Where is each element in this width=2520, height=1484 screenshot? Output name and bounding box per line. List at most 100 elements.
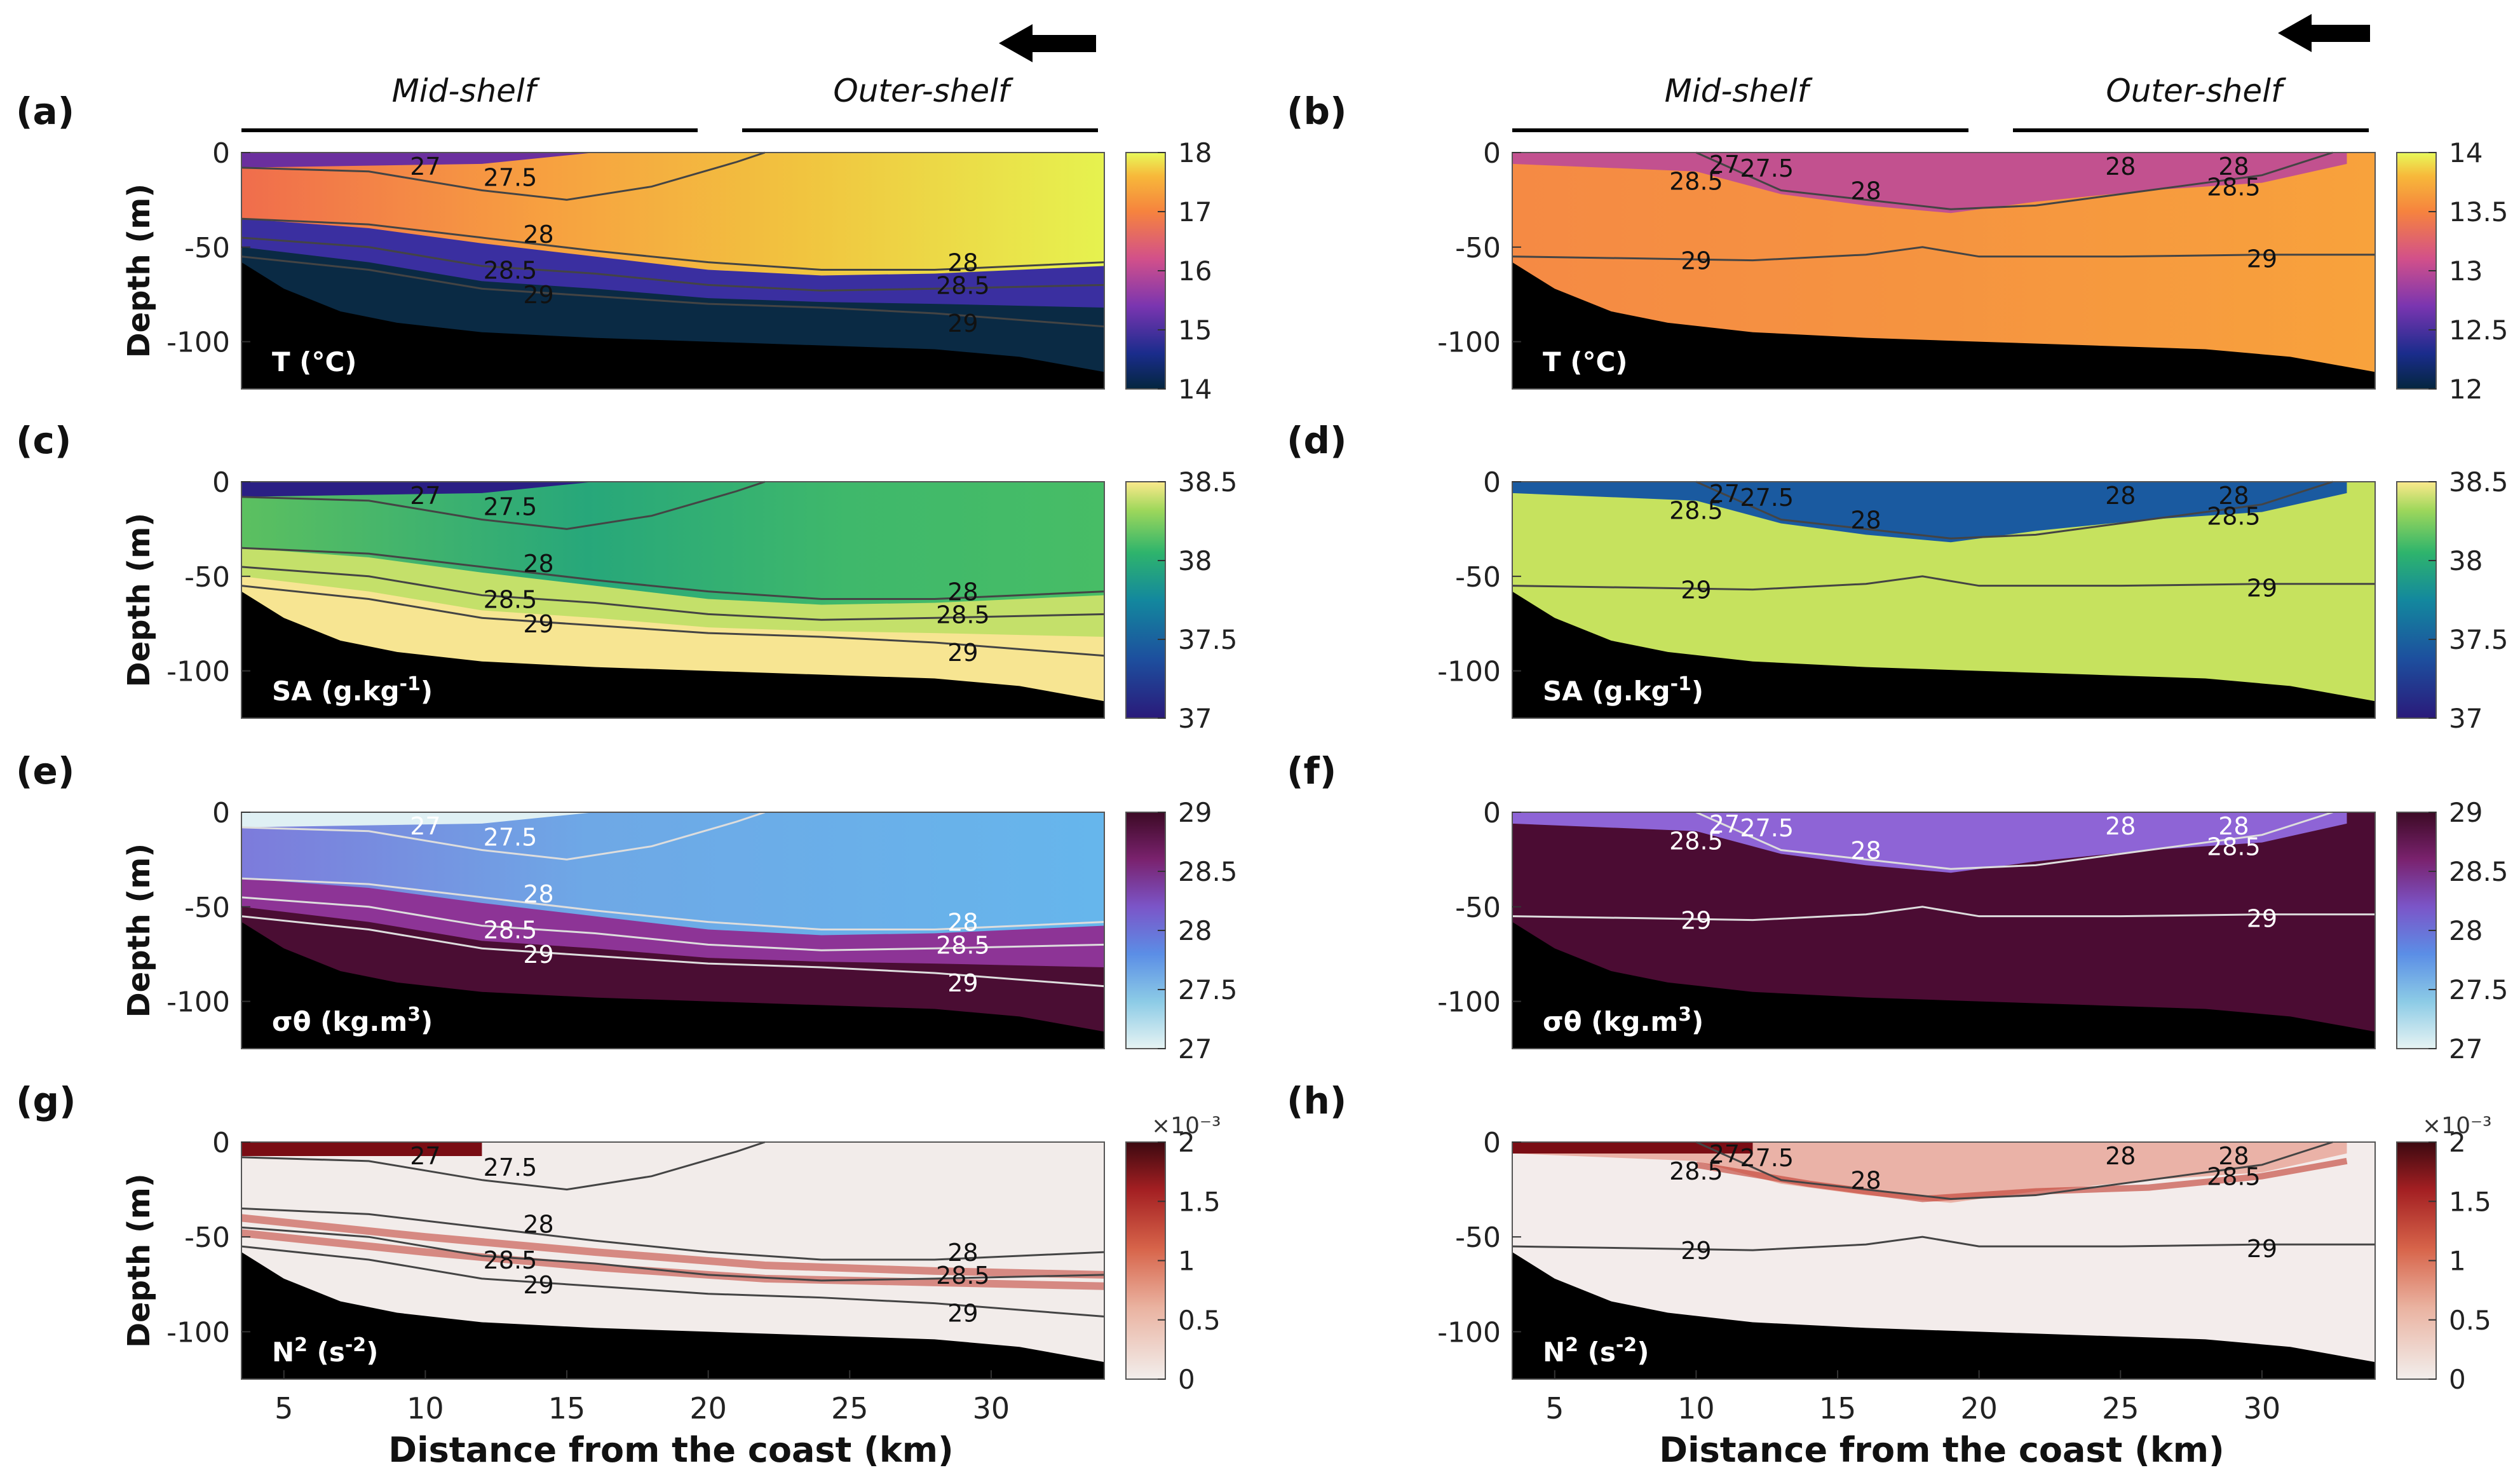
axes-frame <box>241 812 1105 1049</box>
contour-line <box>241 1226 1105 1282</box>
contour-label: 28 <box>523 221 553 248</box>
y-axis-title: Depth (m) <box>121 184 157 358</box>
contour-line <box>1695 151 2333 210</box>
colorbar-tick-label: 15 <box>1178 315 1212 346</box>
axes-frame <box>1512 812 2376 1049</box>
contour-label: 28.5 <box>1669 1157 1723 1185</box>
surface-layer <box>241 482 595 497</box>
y-tick-label: -100 <box>166 656 230 688</box>
y-axis-title: Depth (m) <box>121 513 157 687</box>
contour-label: 28.5 <box>2207 503 2261 531</box>
axes-frame <box>1512 152 2376 390</box>
region-header-right: Mid-shelf Outer-shelf <box>1512 14 2370 132</box>
y-tick-label: -50 <box>184 892 230 924</box>
contour-line <box>241 896 1105 951</box>
y-tick-label: 0 <box>212 137 230 170</box>
colorbar-tick-label: 1 <box>2449 1246 2466 1277</box>
colorbar-tick-label: 14 <box>1178 374 1212 405</box>
contour-line <box>241 1245 1105 1318</box>
contour-line <box>1695 811 2333 870</box>
colorbar-tick-label: 13 <box>2449 255 2483 287</box>
y-tick-label: -50 <box>184 232 230 264</box>
variable-label-sup: 2 <box>1565 1334 1578 1356</box>
colorbar-tick-label: 27 <box>1178 1033 1212 1065</box>
contour-line <box>241 877 1105 931</box>
colorbar <box>1125 481 1166 719</box>
colorbar-tick-label: 2 <box>1178 1127 1195 1158</box>
bathymetry-land <box>1512 1252 2375 1379</box>
colorbar-tick-label: 37.5 <box>2449 624 2509 655</box>
contour-line <box>241 547 1105 601</box>
contour-label: 28.5 <box>1669 827 1723 855</box>
y-tick-label: -100 <box>1437 327 1501 359</box>
colorbar-tick-label: 16 <box>1178 255 1212 287</box>
bathymetry-land <box>1512 262 2375 389</box>
panel-label: (a) <box>16 90 74 133</box>
colorbar-tick-label: 0 <box>2449 1364 2466 1395</box>
colorbar <box>2396 481 2437 719</box>
colorbar-tick-label: 2 <box>2449 1127 2466 1158</box>
contour-label: 28 <box>1850 837 1881 865</box>
contour-line <box>1512 1236 2375 1251</box>
contour-label: 28 <box>1850 177 1881 205</box>
x-tick-label: 30 <box>2244 1391 2281 1426</box>
contour-label: 28 <box>523 880 553 908</box>
x-tick-label: 30 <box>973 1391 1010 1426</box>
bathymetry-land <box>241 1252 1104 1379</box>
y-tick-label: -100 <box>1437 1316 1501 1349</box>
y-tick-label: 0 <box>1483 1127 1501 1159</box>
colorbar-tick-label: 38 <box>2449 545 2483 576</box>
contour-label: 27.5 <box>484 493 538 521</box>
axes-frame <box>1512 481 2376 719</box>
y-axis-title: Depth (m) <box>121 843 157 1018</box>
variable-label: T (°C) <box>272 346 357 378</box>
colorbar-tick-label: 28 <box>1178 915 1212 946</box>
contour-label: 29 <box>523 941 553 969</box>
axes-frame <box>241 481 1105 719</box>
contour-label: 28 <box>2218 153 2249 180</box>
outer-shelf-label: Outer-shelf <box>833 72 1013 109</box>
y-tick-label: -50 <box>1455 232 1501 264</box>
panel-label: (g) <box>16 1079 76 1122</box>
surface-layer <box>1512 1142 2347 1203</box>
n2-surface-max <box>241 1142 482 1156</box>
contour-label: 28.5 <box>1669 497 1723 525</box>
contour-label: 28.5 <box>484 916 538 944</box>
contour-label: 29 <box>947 1300 978 1328</box>
colorbar-tick-label: 0.5 <box>2449 1305 2491 1336</box>
x-tick-label: 5 <box>274 1391 293 1426</box>
contour-label: 28 <box>2105 482 2136 510</box>
contour-label: 28.5 <box>936 931 990 959</box>
region-header-left: Mid-shelf Outer-shelf <box>241 24 1098 132</box>
contour-line <box>1512 575 2375 591</box>
variable-label: σθ (kg.m3) <box>272 1004 433 1037</box>
contour-label: 28 <box>1850 507 1881 534</box>
contour-label: 28 <box>2105 153 2136 180</box>
colorbar-tick-label: 29 <box>2449 797 2483 828</box>
bathymetry-land <box>241 591 1104 718</box>
x-axis-title-right: Distance from the coast (km) <box>1659 1430 2224 1470</box>
contour-label: 27 <box>410 482 440 510</box>
y-tick-label: -50 <box>184 561 230 594</box>
contour-line <box>241 915 1105 988</box>
panel-label: (b) <box>1287 90 1347 133</box>
y-tick-label: -50 <box>1455 892 1501 924</box>
contour-label: 27.5 <box>1740 484 1794 512</box>
y-tick-label: -100 <box>1437 986 1501 1019</box>
variable-label: T (°C) <box>1543 346 1628 378</box>
variable-label-tail: (s <box>1578 1337 1616 1368</box>
contour-label: 27.5 <box>1740 154 1794 182</box>
bathymetry-land <box>241 262 1104 389</box>
contour-label: 27.5 <box>484 824 538 852</box>
contour-label: 29 <box>1681 576 1711 604</box>
colorbar-tick-label: 28 <box>2449 915 2483 946</box>
y-tick-label: 0 <box>212 797 230 829</box>
variable-label: σθ (kg.m3) <box>1543 1004 1704 1037</box>
colorbar-tick-label: 38.5 <box>1178 466 1238 498</box>
